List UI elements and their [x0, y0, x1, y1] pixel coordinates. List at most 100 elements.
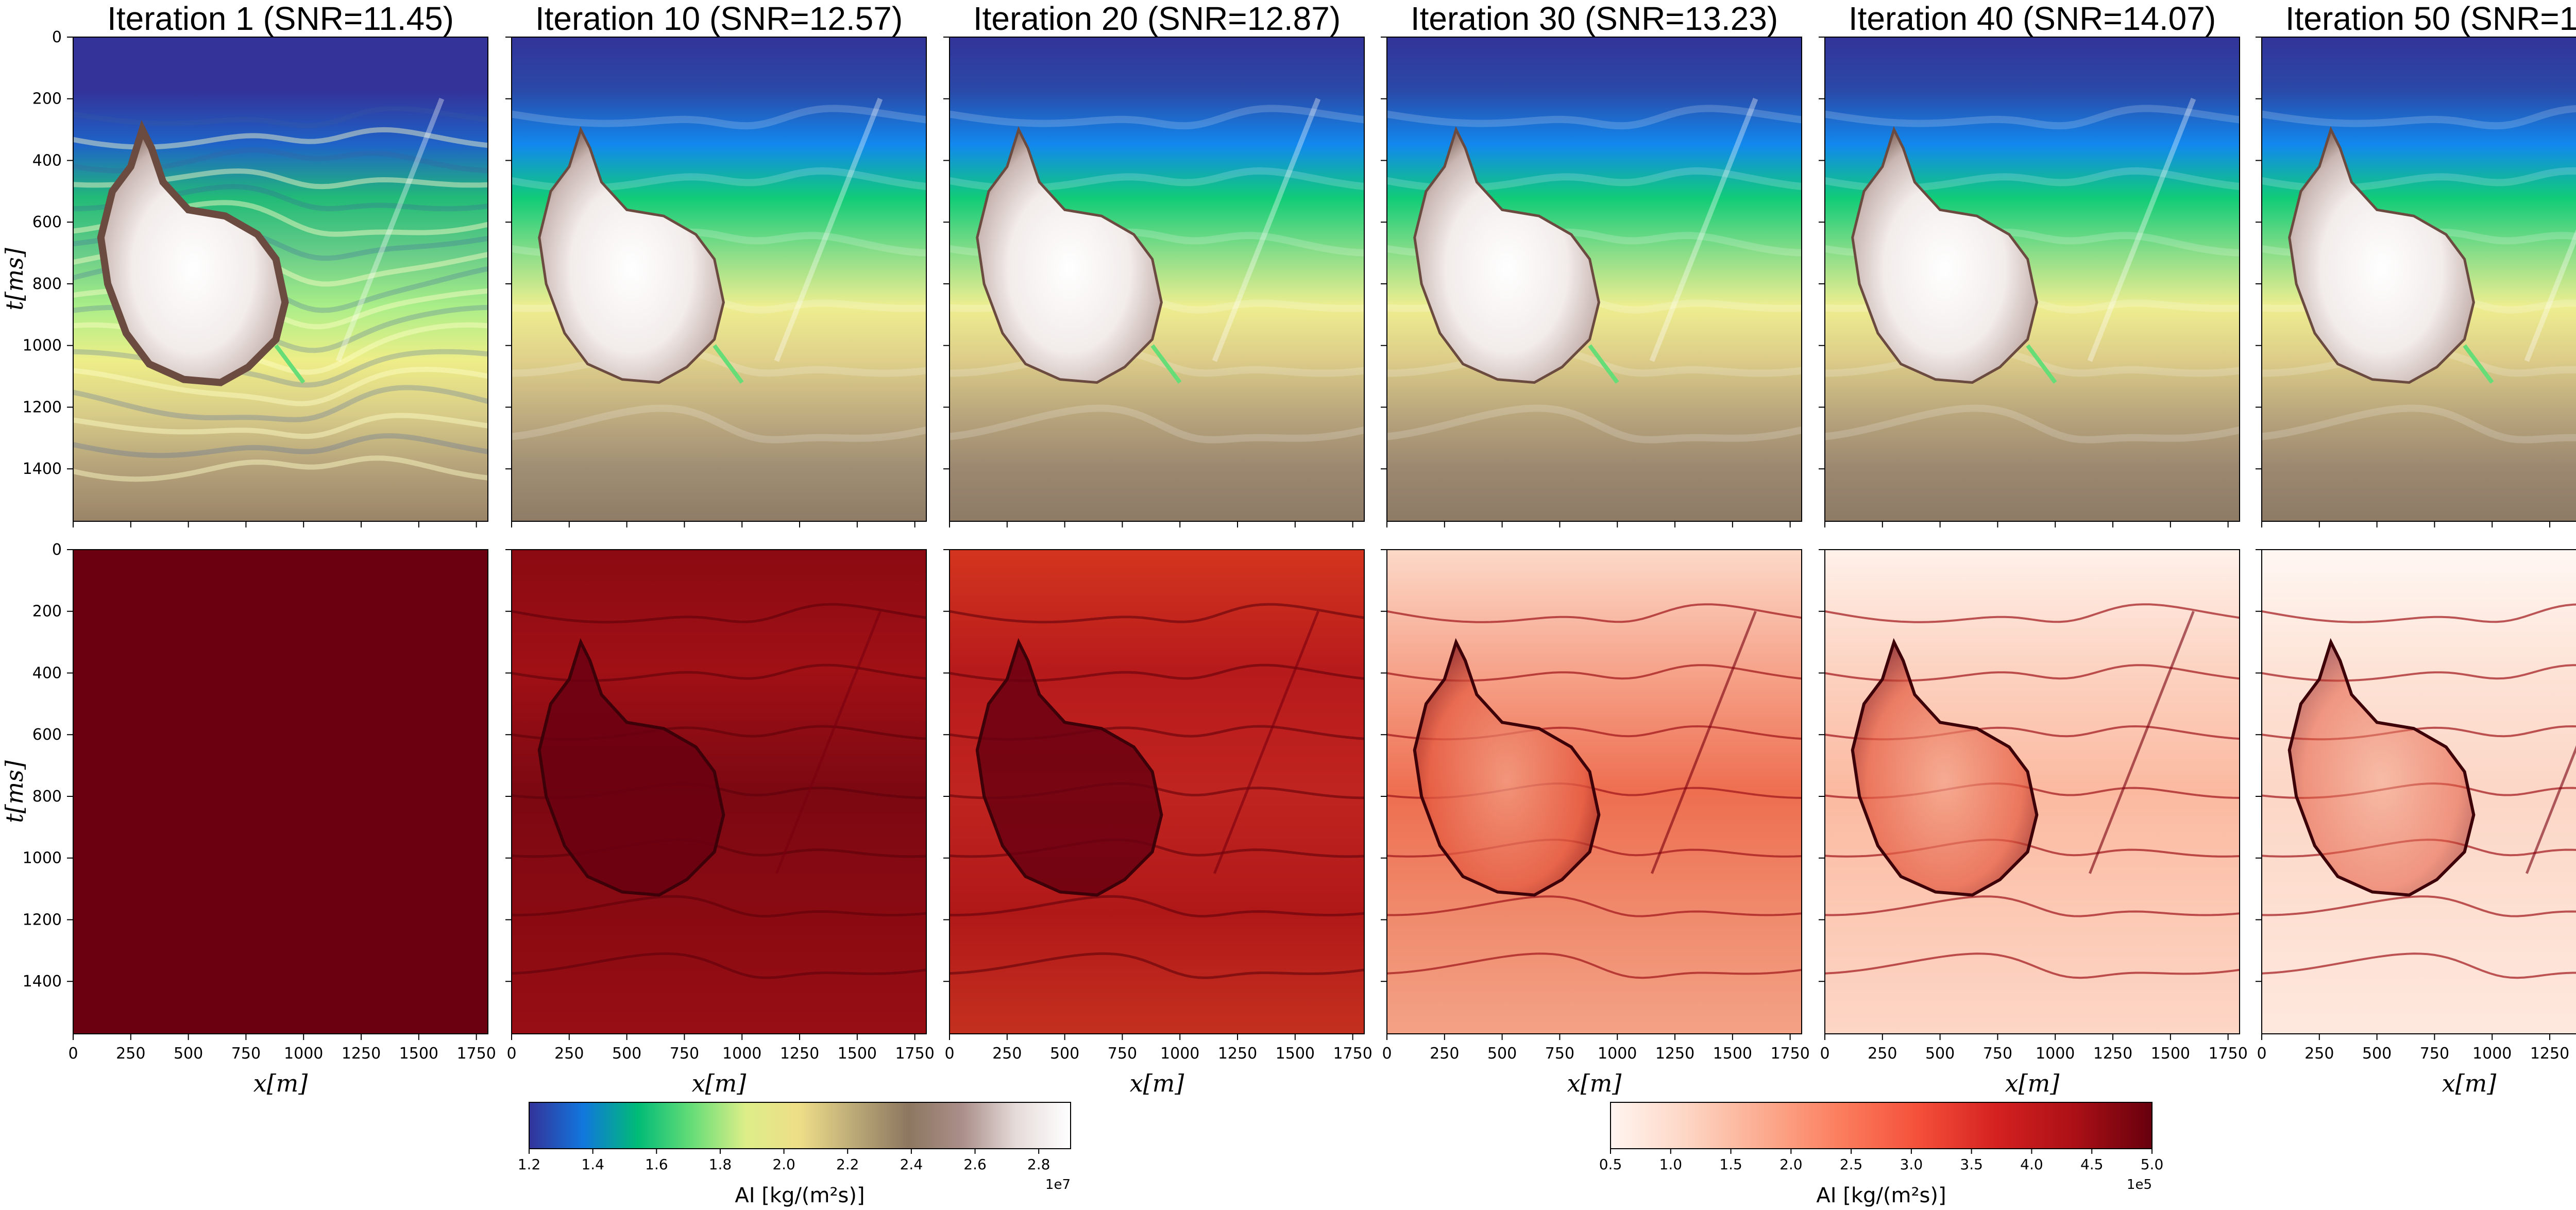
- panel-bottom-background: [73, 550, 488, 1034]
- green-stripe: [2463, 344, 2494, 384]
- panel-title: Iteration 20 (SNR=12.87): [973, 0, 1341, 37]
- y-axis-label: t[ms]: [1, 760, 28, 823]
- x-tick-label: 1250: [1218, 1045, 1257, 1063]
- x-tick-label: 1250: [342, 1045, 381, 1063]
- x-tick-label: 1000: [2036, 1045, 2075, 1063]
- salt-body: [538, 126, 725, 384]
- x-tick-label: 1500: [2151, 1045, 2190, 1063]
- colorbar-tick-label: 2.5: [1840, 1156, 1863, 1173]
- horizon-line: [2262, 105, 2576, 130]
- colorbars-layer: 1.2 1.4 1.6 1.8 2.0 2.2 2.4 2.6 2.8 1e7 AI [kg/(m²…: [518, 1102, 2163, 1207]
- x-tick-label: 500: [1487, 1045, 1517, 1063]
- x-axis-label: x[m]: [2442, 1069, 2497, 1097]
- axes-frame: [511, 37, 927, 522]
- axes-frame: [2261, 549, 2576, 1034]
- panel-top-3: [950, 37, 1364, 521]
- uncertainty-salt-body: [1851, 638, 2039, 897]
- x-tick-label: 1250: [1655, 1045, 1694, 1063]
- horizon-line: [73, 455, 488, 482]
- horizon-line: [73, 385, 488, 422]
- x-tick-label: 1000: [1160, 1045, 1199, 1063]
- x-tick-label: 1250: [780, 1045, 819, 1063]
- salt-body: [97, 120, 289, 386]
- x-axis-label: x[m]: [2005, 1069, 2060, 1097]
- horizon-line: [2262, 404, 2576, 444]
- horizon-line: [73, 366, 488, 406]
- x-axis-label: x[m]: [1130, 1069, 1184, 1097]
- colorbar-2: 0.5 1.0 1.5 2.0 2.5 3.0 3.5 4.0 4.5 5.0 1e5 AI [kg/…: [1599, 1102, 2163, 1207]
- x-tick-label: 1500: [838, 1045, 877, 1063]
- panel-title: Iteration 10 (SNR=12.57): [535, 0, 903, 37]
- x-tick-label: 250: [554, 1045, 584, 1063]
- axes-frame: [2261, 37, 2576, 522]
- x-tick-label: 0: [1820, 1045, 1829, 1063]
- y-tick-label: 1200: [23, 911, 62, 929]
- y-tick-label: 0: [52, 28, 62, 46]
- panel-bottom-4: [1387, 550, 1802, 1034]
- colorbar-exponent: 1e5: [2127, 1177, 2152, 1192]
- colorbar-label: AI [kg/(m²s)]: [735, 1184, 865, 1207]
- y-axis-label: t[ms]: [1, 248, 28, 311]
- colorbar-tick-label: 4.0: [2020, 1156, 2043, 1173]
- horizon-line: [1387, 347, 1802, 377]
- uncertainty-horizon: [512, 952, 926, 979]
- colorbar-tick-label: 2.0: [1780, 1156, 1803, 1173]
- y-tick-label: 400: [32, 664, 62, 682]
- x-tick-label: 1250: [2530, 1045, 2569, 1063]
- panel-bottom-5: [1825, 550, 2240, 1034]
- x-tick-label: 750: [1983, 1045, 2012, 1063]
- uncertainty-salt-body: [2287, 638, 2476, 897]
- uncertainty-fault: [2525, 745, 2576, 874]
- x-axis-label: x[m]: [253, 1069, 308, 1097]
- uncertainty-salt-body: [1413, 638, 1601, 897]
- fault-line: [1649, 97, 1758, 362]
- x-tick-label: 500: [1925, 1045, 1955, 1063]
- fault-line: [335, 97, 445, 362]
- green-stripe: [1588, 344, 1619, 384]
- y-tick-label: 800: [32, 275, 62, 293]
- salt-body: [1413, 126, 1600, 384]
- x-tick-label: 750: [231, 1045, 261, 1063]
- x-tick-label: 0: [506, 1045, 516, 1063]
- fault-line: [2524, 229, 2576, 362]
- horizon-line: [950, 404, 1364, 444]
- uncertainty-horizon: [512, 895, 926, 918]
- panel-top-1: [73, 37, 488, 521]
- x-tick-label: 250: [1868, 1045, 1897, 1063]
- x-tick-label: 1250: [2093, 1045, 2132, 1063]
- panels-layer: [73, 37, 2576, 1034]
- colorbar-tick-label: 4.5: [2080, 1156, 2104, 1173]
- panel-bottom-2: [512, 550, 926, 1034]
- panel-title: Iteration 1 (SNR=11.45): [107, 0, 454, 37]
- colorbar-tick-label: 1.5: [1719, 1156, 1742, 1173]
- colorbar-tick-label: 2.8: [1027, 1156, 1050, 1173]
- panel-title: Iteration 40 (SNR=14.07): [1849, 0, 2216, 37]
- colorbar-exponent: 1e7: [1045, 1177, 1071, 1192]
- axes-frame: [73, 549, 488, 1034]
- x-tick-label: 500: [1050, 1045, 1079, 1063]
- panel-title: Iteration 50 (SNR=14.96): [2285, 0, 2576, 37]
- green-stripe: [274, 344, 306, 384]
- uncertainty-horizon: [512, 603, 926, 624]
- salt-body: [1851, 126, 2038, 384]
- y-tick-label: 200: [32, 603, 62, 621]
- panel-top-6: [2262, 37, 2576, 521]
- panel-bottom-1: [73, 550, 488, 1034]
- x-tick-label: 250: [992, 1045, 1022, 1063]
- fault-line: [1212, 97, 1321, 362]
- uncertainty-salt-body: [975, 638, 1163, 897]
- horizon-line: [2262, 347, 2576, 377]
- panel-top-2: [512, 37, 926, 521]
- horizon-line: [1387, 105, 1802, 130]
- axes-frame: [511, 549, 927, 1034]
- uncertainty-horizon: [950, 952, 1364, 979]
- horizon-line: [512, 105, 926, 130]
- x-tick-label: 1750: [895, 1045, 934, 1063]
- axes-frame: [949, 549, 1365, 1034]
- axes-layer: 0 200 400 600 800 1000 1200 1400 t[ms] 0 250 500 750…: [1, 28, 2576, 1097]
- x-tick-label: 250: [116, 1045, 145, 1063]
- uncertainty-horizon: [950, 603, 1364, 624]
- x-tick-label: 1500: [399, 1045, 438, 1063]
- fault-line: [774, 97, 883, 362]
